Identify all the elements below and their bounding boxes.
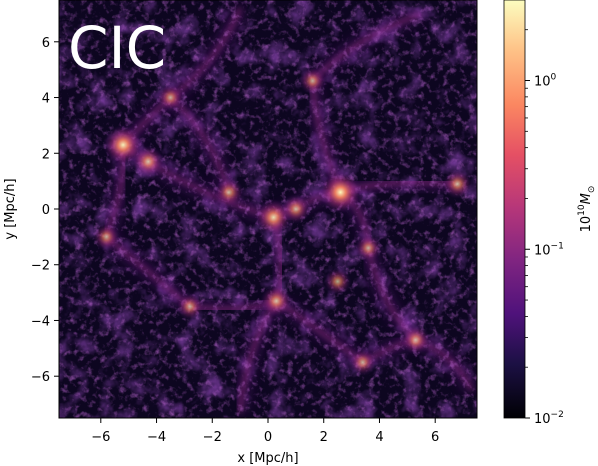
colorbar-tick-label: 10−2 [534,410,564,427]
density-map [59,0,477,418]
y-tick-label: 4 [42,92,50,107]
halo-bright-region [132,145,165,178]
y-tick-label: −4 [31,314,50,329]
colorbar-tick-base: 10 [534,412,551,427]
colorbar-label-subscript: ⊙ [587,186,597,194]
colorbar-tick-exponent: −2 [551,410,564,420]
x-tick-label: −4 [147,430,166,445]
x-tick-label: 6 [431,430,439,445]
x-tick-label: −2 [203,430,222,445]
halo-bright-region [156,83,185,112]
method-overlay-label: CIC [68,14,166,82]
colorbar-tick-base: 10 [534,243,551,258]
x-tick-label: −6 [91,430,110,445]
x-axis-label: x [Mpc/h] [237,451,298,466]
y-tick-label: −2 [31,259,50,274]
halo-bright-region [349,348,377,376]
x-axis: −6 −4 −2 0 2 4 6 [91,418,439,445]
halo-bright-region [92,223,121,251]
halo-bright-region [323,267,352,296]
y-tick-label: −6 [31,370,50,385]
y-tick-label: 6 [42,36,50,51]
colorbar-label: 1010M⊙ [577,186,597,233]
y-tick-label: 2 [42,147,50,162]
colorbar-tick-exponent: −1 [551,241,564,251]
halo-bright-region [214,177,244,208]
halo-bright-region [400,325,431,355]
y-axis: −6 −4 −2 0 2 4 6 [31,36,59,385]
colorbar-tick-exponent: 0 [551,73,557,83]
halo-bright-region [354,234,382,262]
x-tick-label: 2 [320,430,328,445]
halo-bright-region [260,285,293,317]
y-tick-label: 0 [42,203,50,218]
colorbar-tick-base: 10 [534,75,551,90]
halo-bright-region [103,124,144,165]
colorbar-tick-label: 100 [534,73,557,90]
x-tick-label: 4 [375,430,383,445]
x-tick-label: 0 [264,430,272,445]
halo-layer [92,67,473,376]
y-axis-label: y [Mpc/h] [3,178,18,239]
halo-bright-region [176,292,204,321]
halo-bright-region [298,67,327,95]
halo-bright-region [281,194,311,224]
colorbar-label-exponent: 10 [577,204,587,216]
halo-bright-region [442,169,473,199]
colorbar-label-base: 10 [579,216,594,233]
colorbar-tick-label: 10−1 [534,241,564,258]
colorbar-gradient [503,0,526,419]
colorbar-label-unit: M [579,193,594,204]
halo-bright-region [319,170,362,214]
